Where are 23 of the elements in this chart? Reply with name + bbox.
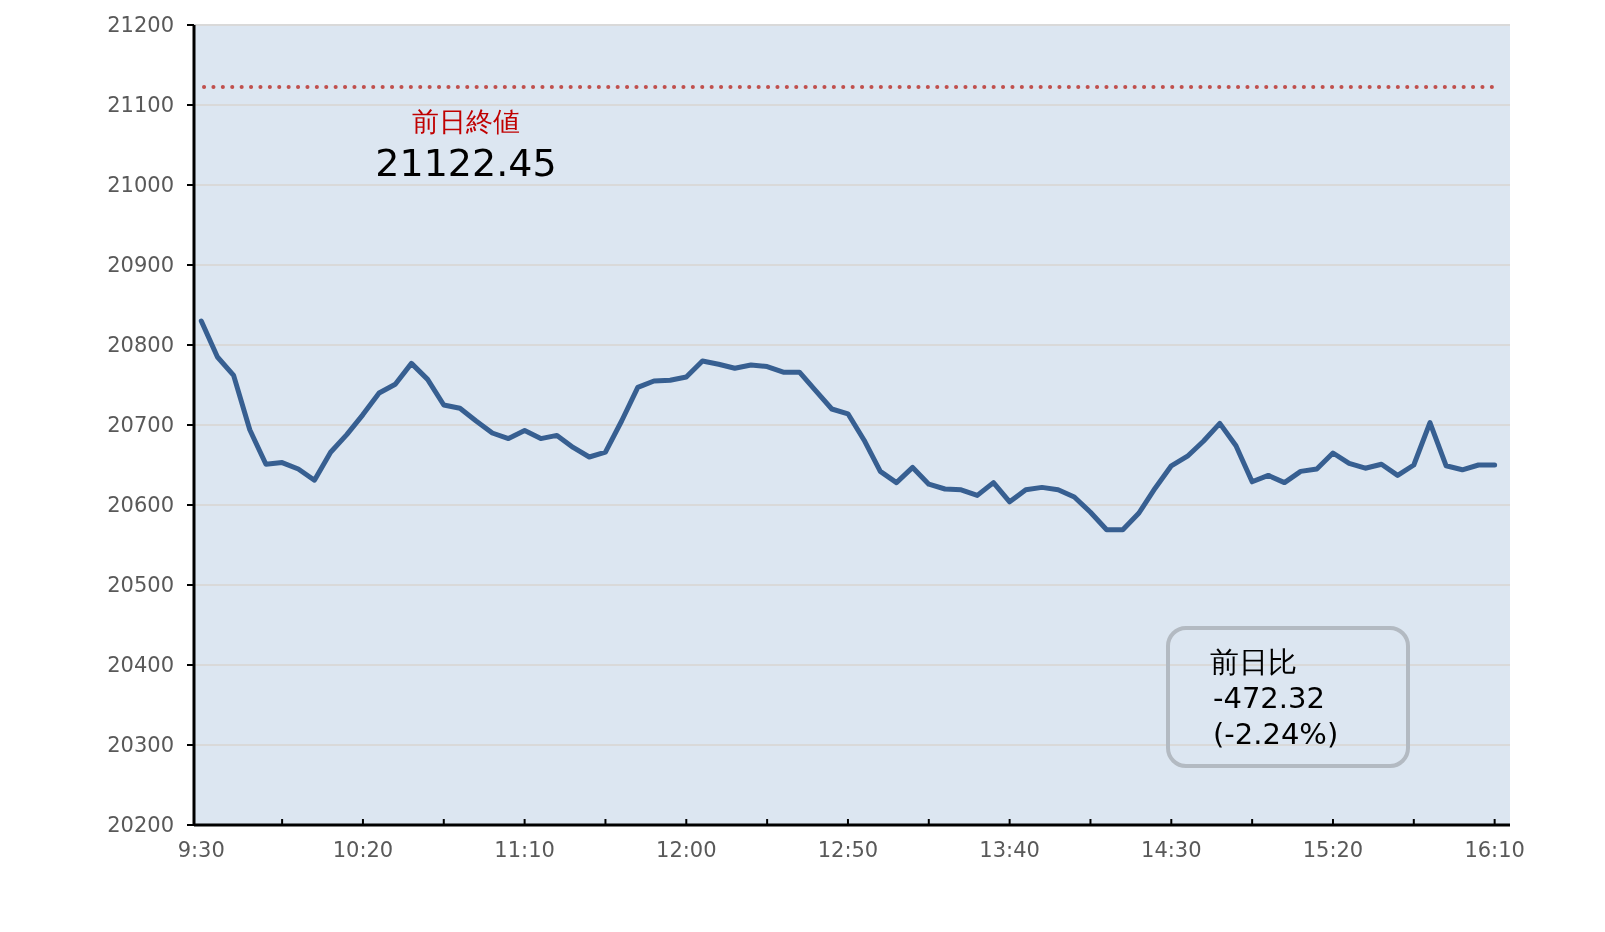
y-tick-label: 21200 <box>107 13 174 37</box>
annotation: 21122.45 <box>375 141 557 186</box>
y-tick-label: 20200 <box>107 813 174 837</box>
x-tick-label: 15:20 <box>1302 838 1364 862</box>
y-tick-label: 20500 <box>107 573 174 597</box>
x-tick-label: 9:30 <box>177 838 225 862</box>
y-tick-label: 21100 <box>107 93 174 117</box>
y-tick-label: 20300 <box>107 733 174 757</box>
x-tick-label: 10:20 <box>332 838 394 862</box>
x-tick-label: 16:10 <box>1464 838 1525 862</box>
x-tick-label: 11:10 <box>494 838 555 862</box>
x-tick-label: 12:50 <box>817 838 879 862</box>
x-tick-label: 12:00 <box>656 838 717 862</box>
y-tick-label: 20400 <box>107 653 174 677</box>
y-tick-label: 20800 <box>107 333 174 357</box>
ref-line-label: 前日終値 <box>412 106 520 138</box>
x-tick-label: 14:30 <box>1141 838 1202 862</box>
annotation: 前日比 -472.32 (-2.24%) <box>1210 645 1339 751</box>
y-tick-label: 20600 <box>107 493 174 517</box>
y-tick-label: 20700 <box>107 413 174 437</box>
y-tick-label: 21000 <box>107 173 174 197</box>
y-tick-label: 20900 <box>107 253 174 277</box>
x-tick-label: 13:40 <box>979 838 1040 862</box>
